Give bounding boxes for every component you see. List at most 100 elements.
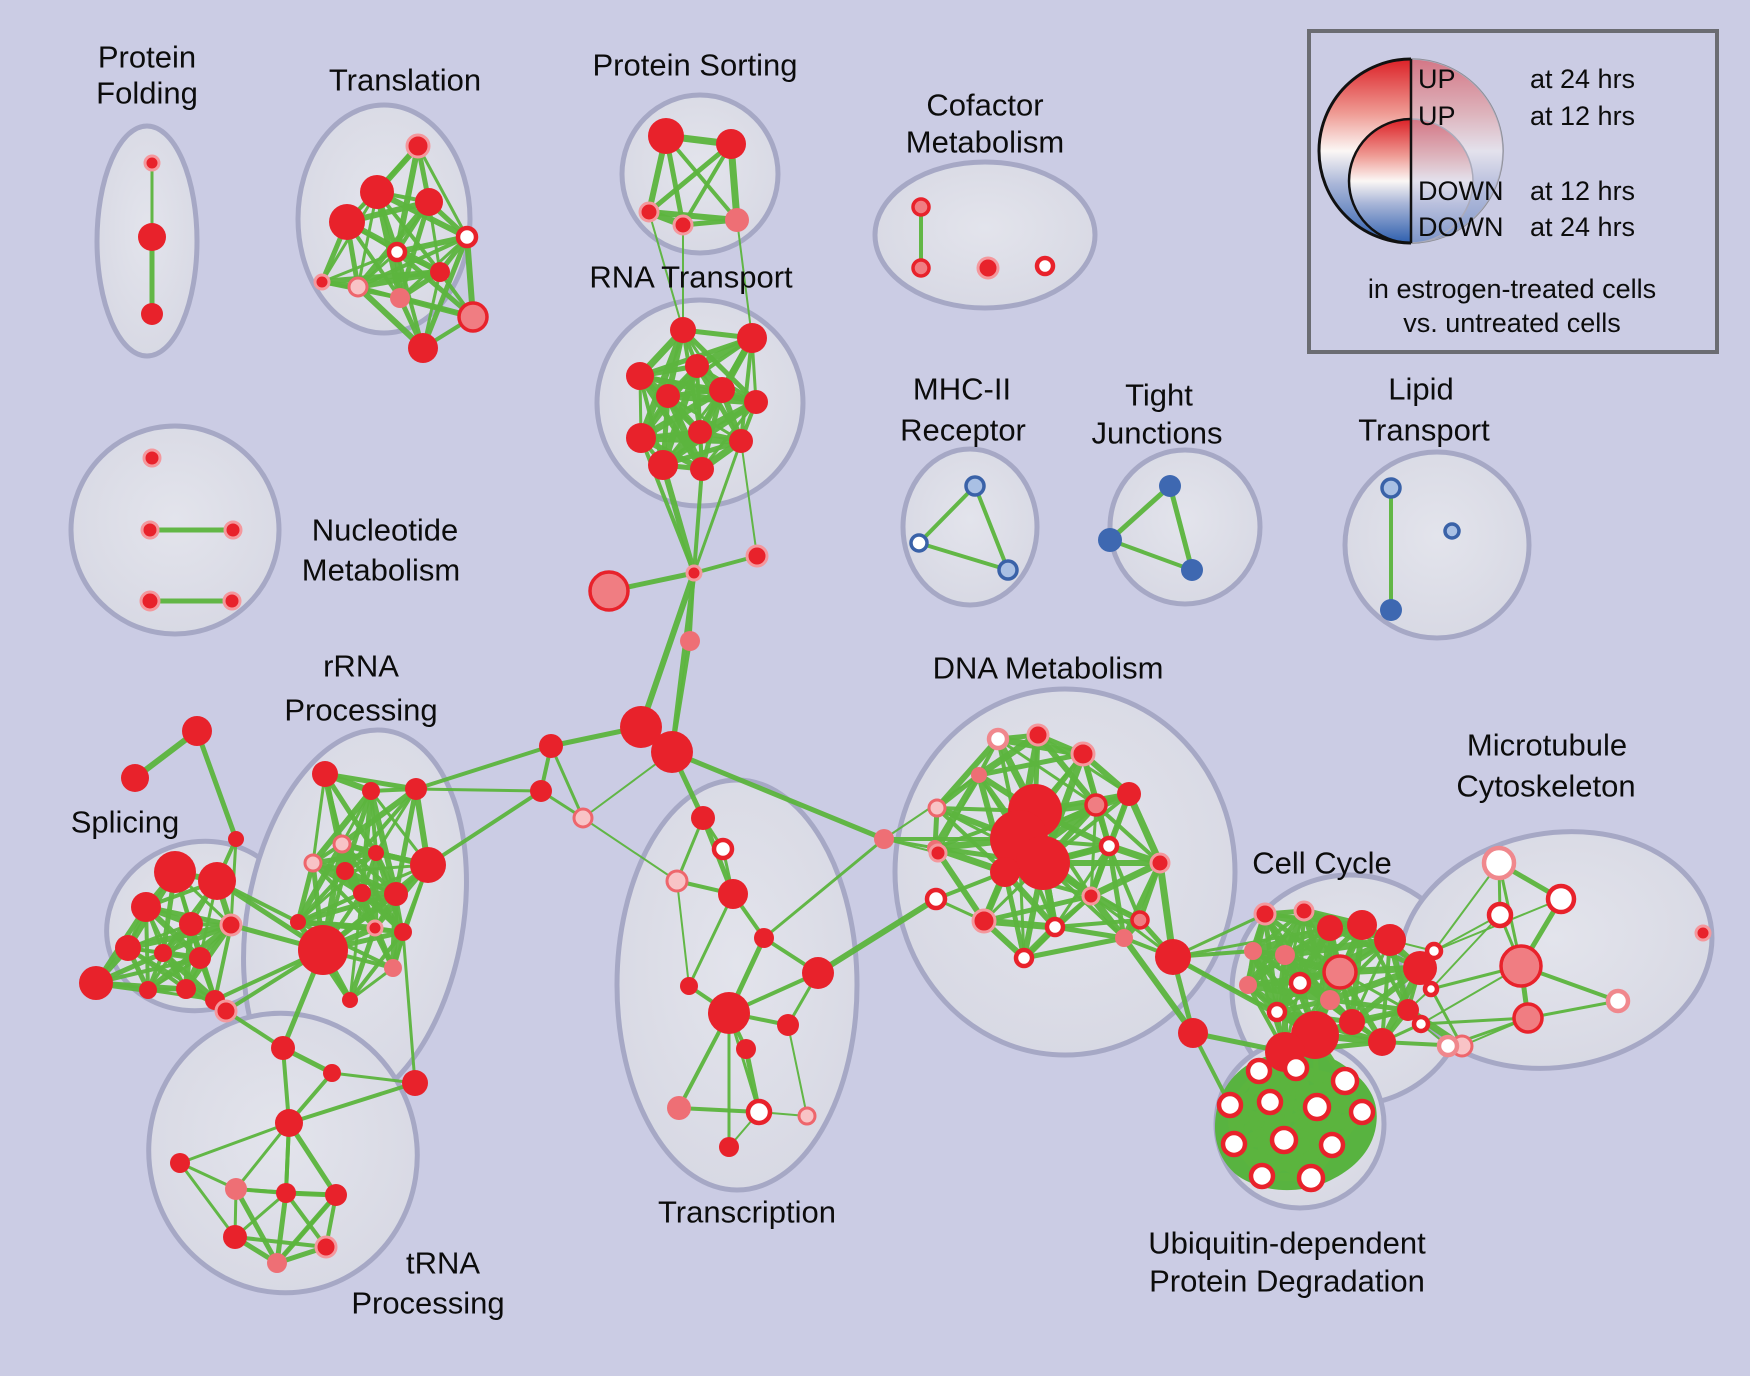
node-rt0 [670, 317, 696, 343]
node-lp0 [1380, 477, 1402, 499]
node-rr5 [336, 862, 354, 880]
node-sp3 [179, 912, 203, 936]
node-ps2 [638, 201, 660, 223]
node-sp10 [176, 979, 196, 999]
node-mt4 [1512, 1002, 1544, 1034]
node-cc7 [1374, 924, 1406, 956]
node-tn7 [276, 1183, 296, 1203]
node-tr6 [430, 262, 450, 282]
node-b7 [530, 780, 552, 802]
node-tn4 [275, 1109, 303, 1137]
node-dn0 [986, 727, 1010, 751]
node-tr11 [313, 273, 331, 291]
node-ub8 [1269, 1125, 1299, 1155]
cluster-label-tn-1: Processing [351, 1286, 504, 1321]
edge [1430, 914, 1501, 990]
node-tn9 [223, 1225, 247, 1249]
node-ub1 [1282, 1054, 1310, 1082]
edge [1087, 859, 1164, 900]
edge [646, 209, 740, 223]
edge [1052, 924, 1127, 941]
edge [125, 922, 234, 951]
node-cf2 [976, 256, 1000, 280]
cluster-label-cf-0: Cofactor [926, 88, 1043, 123]
node-b5 [651, 731, 693, 773]
edge [1094, 803, 1162, 865]
edge [677, 1106, 761, 1114]
edge [1171, 955, 1279, 1014]
node-lp1 [1380, 599, 1402, 621]
node-tn6 [225, 1178, 247, 1200]
cluster-label-mh-1: Receptor [900, 413, 1026, 448]
edge [917, 541, 1010, 572]
nodes-layer [79, 118, 1712, 1273]
legend-outer-left-outline [1317, 57, 1412, 245]
node-bt1 [1422, 980, 1440, 998]
node-mt0 [1481, 845, 1517, 881]
node-rt9 [729, 429, 753, 453]
cluster-label-sp-0: Splicing [71, 805, 180, 840]
node-mt7 [1694, 924, 1712, 942]
node-tx7 [708, 992, 750, 1034]
node-rr7 [410, 847, 446, 883]
edge [646, 141, 734, 215]
cluster-label-tx-0: Transcription [658, 1195, 836, 1230]
node-pf0 [143, 154, 161, 172]
node-mh2 [997, 559, 1019, 581]
node-rr8 [384, 882, 408, 906]
cluster-tn-ellipse [146, 1010, 420, 1296]
node-tx1 [711, 837, 735, 861]
node-pf2 [141, 303, 163, 325]
edge [1327, 997, 1411, 1013]
cluster-label-nm-1: Metabolism [302, 553, 461, 588]
node-tn1 [271, 1036, 295, 1060]
edge [1244, 981, 1334, 1004]
cluster-label-lp-1: Transport [1358, 413, 1490, 448]
edge [937, 774, 980, 854]
node-dn2 [1070, 741, 1096, 767]
node-cc2 [1317, 915, 1343, 941]
node-tx5 [680, 977, 698, 995]
edge [1125, 790, 1164, 867]
node-dn4 [927, 798, 947, 818]
node-lp2 [1443, 522, 1461, 540]
node-rt11 [690, 457, 714, 481]
edge [648, 211, 684, 331]
node-tr1 [360, 175, 394, 209]
edge [787, 1024, 808, 1117]
node-dn18 [1013, 947, 1035, 969]
node-tx13 [719, 1137, 739, 1157]
cluster-label-ub-0: Ubiquitin-dependent [1148, 1226, 1426, 1261]
node-ub11 [1296, 1163, 1326, 1193]
edge [287, 1081, 417, 1125]
node-dn3 [971, 767, 987, 783]
node-rr9 [353, 884, 371, 902]
node-nm0 [142, 448, 162, 468]
node-cc12 [1339, 1009, 1365, 1035]
node-cc0 [1253, 902, 1277, 926]
node-tj1 [1098, 528, 1122, 552]
edge [976, 751, 1086, 778]
node-dn12 [990, 857, 1020, 887]
edge [917, 484, 977, 545]
edge [687, 892, 735, 988]
node-rt4 [656, 384, 680, 408]
node-rt10 [648, 450, 678, 480]
node-cc11 [1266, 1001, 1288, 1023]
legend-inner-left-outline [1347, 117, 1412, 245]
edge [426, 789, 543, 867]
node-mt2 [1486, 901, 1514, 929]
node-nm4 [222, 591, 242, 611]
node-cc15 [1368, 1028, 1396, 1056]
edge [692, 467, 704, 575]
legend-direction-2: DOWN [1418, 176, 1503, 206]
node-ub4 [1256, 1088, 1284, 1116]
node-tn10 [314, 1235, 338, 1259]
legend-footer-0: in estrogen-treated cells [1368, 274, 1656, 304]
edge [234, 1121, 291, 1191]
node-ub3 [1216, 1091, 1244, 1119]
edge [1053, 918, 1142, 929]
node-cc16 [1397, 999, 1419, 1021]
node-sp7 [189, 947, 211, 969]
